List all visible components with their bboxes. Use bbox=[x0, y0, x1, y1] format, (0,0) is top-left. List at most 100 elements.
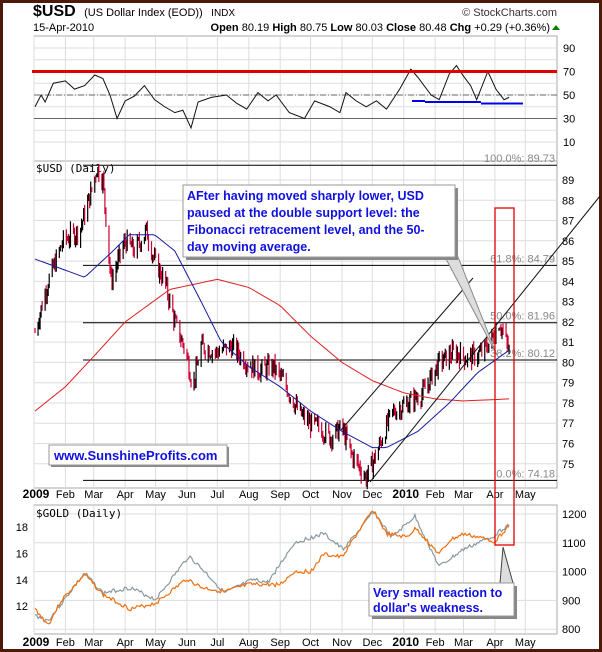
website-box: www.SunshineProfits.com bbox=[48, 444, 229, 467]
panel-0 bbox=[33, 35, 558, 162]
usd-y-tick: 88 bbox=[562, 195, 574, 207]
rsi-y-tick: 90 bbox=[563, 43, 575, 55]
x-tick-label: Feb bbox=[426, 637, 445, 649]
close-value: 80.48 bbox=[419, 22, 447, 34]
rsi-y-tick: 10 bbox=[563, 137, 575, 149]
fibonacci-label: 61.8%: 84.79 bbox=[490, 253, 555, 265]
high-value: 80.75 bbox=[300, 22, 328, 34]
x-tick-label: 2009 bbox=[23, 487, 50, 501]
callout-line: AFter having moved sharply lower, USD bbox=[187, 189, 424, 203]
callout-box bbox=[368, 582, 515, 617]
usd-y-tick: 87 bbox=[562, 216, 574, 228]
low-label: Low bbox=[330, 22, 352, 34]
usd-y-tick: 77 bbox=[562, 418, 574, 430]
fibonacci-label: 38.2%: 80.12 bbox=[490, 348, 555, 360]
usd-y-tick: 83 bbox=[562, 297, 574, 309]
close-label: Close bbox=[386, 22, 416, 34]
ma50-line bbox=[34, 234, 510, 449]
x-tick-label: Feb bbox=[426, 489, 445, 501]
x-tick-label: Jun bbox=[178, 489, 196, 501]
x-tick-label: Nov bbox=[332, 489, 352, 501]
x-tick-label: Aug bbox=[239, 489, 259, 501]
x-tick-label: Oct bbox=[302, 637, 319, 649]
usd-y-tick: 89 bbox=[562, 175, 574, 187]
x-tick-label: Mar bbox=[454, 637, 473, 649]
gold-y-tick-left: 16 bbox=[16, 548, 28, 560]
usd-y-tick: 76 bbox=[562, 439, 574, 451]
x-tick-label: 2010 bbox=[392, 635, 419, 649]
fibonacci-label: 0.0%: 74.18 bbox=[496, 468, 555, 480]
x-tick-label: Feb bbox=[56, 637, 75, 649]
x-tick-label: Mar bbox=[84, 489, 103, 501]
usd-y-tick: 84 bbox=[562, 276, 574, 288]
usd-y-tick: 85 bbox=[562, 256, 574, 268]
x-tick-label: Apr bbox=[117, 637, 134, 649]
main-callout: AFter having moved sharply lower, USD pa… bbox=[182, 184, 498, 356]
x-tick-label: Feb bbox=[56, 489, 75, 501]
open-value: 80.19 bbox=[242, 22, 270, 34]
symbol: $USD bbox=[33, 3, 76, 20]
x-tick-label: Apr bbox=[486, 637, 503, 649]
x-tick-label: May bbox=[145, 637, 166, 649]
trend-channel-line bbox=[340, 277, 474, 431]
fibonacci-label: 50.0%: 81.96 bbox=[490, 311, 555, 323]
quote-line: Open 80.19 High 80.75 Low 80.03 Close 80… bbox=[211, 22, 550, 34]
usd-y-tick: 86 bbox=[562, 236, 574, 248]
usd-y-tick: 75 bbox=[562, 459, 574, 471]
usd-y-tick: 79 bbox=[562, 378, 574, 390]
x-tick-label: May bbox=[515, 489, 536, 501]
up-arrow-icon bbox=[552, 25, 560, 30]
gold-panel-label: $GOLD (Daily) bbox=[36, 507, 122, 520]
callout-line: Very small reaction to bbox=[373, 586, 503, 600]
x-tick-label: Sep bbox=[270, 489, 290, 501]
x-tick-label: Oct bbox=[302, 489, 319, 501]
gold-y-tick-left: 12 bbox=[16, 601, 28, 613]
x-tick-label: Aug bbox=[239, 637, 259, 649]
x-tick-label: 2010 bbox=[392, 487, 419, 501]
open-label: Open bbox=[211, 22, 239, 34]
trend-channel-line bbox=[369, 195, 601, 483]
x-tick-label: Jul bbox=[210, 489, 224, 501]
callout-line: Fibonacci retracement level, and the 50- bbox=[187, 223, 425, 237]
x-tick-label: Dec bbox=[363, 489, 383, 501]
website-link[interactable]: www.SunshineProfits.com bbox=[53, 448, 217, 463]
x-tick-label: May bbox=[515, 637, 536, 649]
callout-line: paused at the double support level: the bbox=[187, 206, 420, 220]
rsi-y-tick: 70 bbox=[563, 67, 575, 79]
gold-y-tick-right: 800 bbox=[562, 624, 580, 636]
x-tick-label: Jun bbox=[178, 637, 196, 649]
gold-callout: Very small reaction to dollar's weakness… bbox=[368, 546, 517, 619]
copyright: © StockCharts.com bbox=[462, 7, 557, 19]
gold-y-tick-left: 18 bbox=[16, 522, 28, 534]
gold-y-tick-right: 1100 bbox=[562, 538, 586, 550]
gold-y-tick-right: 1200 bbox=[562, 509, 586, 521]
chg-label: Chg bbox=[450, 22, 471, 34]
x-tick-label: Mar bbox=[84, 637, 103, 649]
callout-line: dollar's weakness. bbox=[373, 601, 483, 615]
x-tick-label: Sep bbox=[270, 637, 290, 649]
usd-y-tick: 80 bbox=[562, 357, 574, 369]
x-tick-label: Mar bbox=[454, 489, 473, 501]
rsi-line bbox=[34, 64, 510, 130]
index-name: (US Dollar Index (EOD)) bbox=[84, 7, 203, 19]
x-tick-label: Jul bbox=[210, 637, 224, 649]
usd-y-tick: 82 bbox=[562, 317, 574, 329]
callout-box bbox=[182, 184, 456, 258]
fibonacci-label: 100.0%: 89.73 bbox=[484, 153, 555, 165]
x-tick-label: Dec bbox=[363, 637, 383, 649]
x-tick-label: Apr bbox=[117, 489, 134, 501]
x-tick-label: 2009 bbox=[23, 635, 50, 649]
low-value: 80.03 bbox=[355, 22, 383, 34]
rsi-y-tick: 30 bbox=[563, 114, 575, 126]
usd-y-tick: 78 bbox=[562, 398, 574, 410]
x-tick-label: May bbox=[145, 489, 166, 501]
date: 15-Apr-2010 bbox=[33, 22, 94, 34]
ma200-line bbox=[34, 278, 510, 412]
gold-line bbox=[34, 510, 510, 625]
high-label: High bbox=[272, 22, 297, 34]
callout-line: day moving average. bbox=[187, 240, 311, 254]
header-title: $USD (US Dollar Index (EOD)) INDX bbox=[33, 3, 235, 20]
highlight-rectangle bbox=[494, 207, 515, 546]
